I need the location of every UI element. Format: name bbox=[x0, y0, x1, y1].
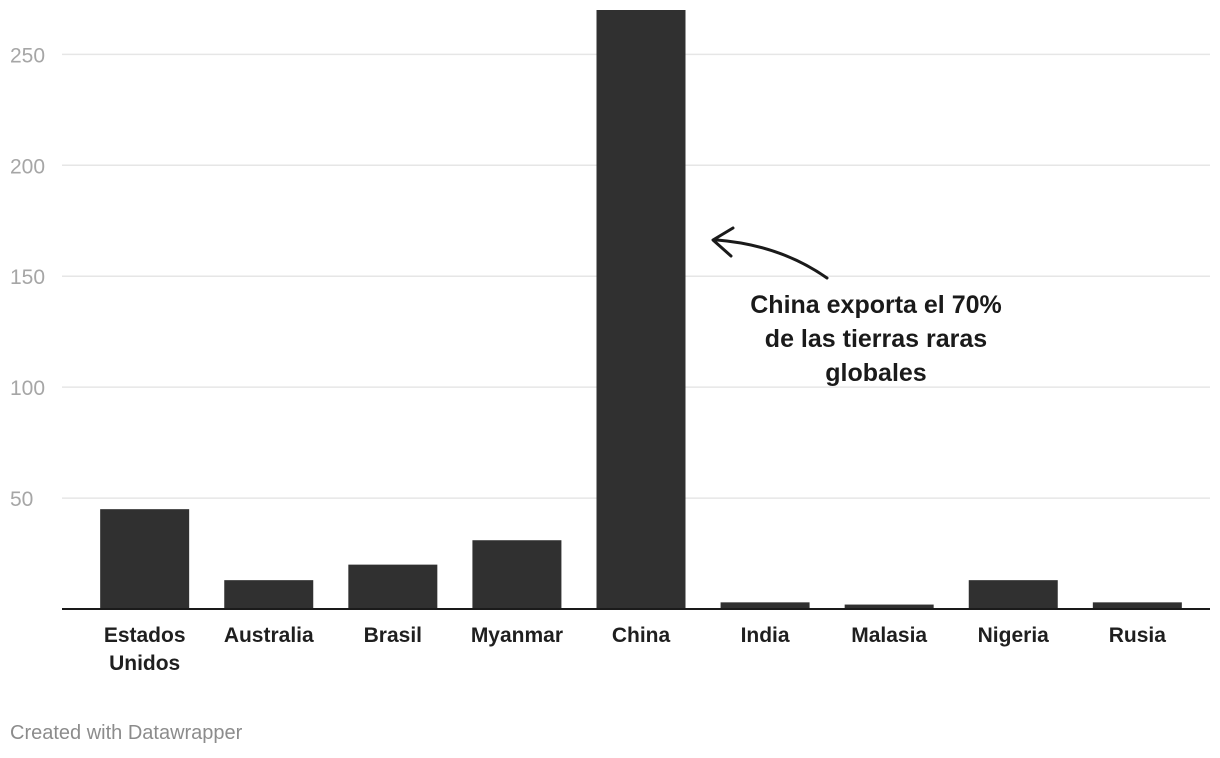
x-category-label: China bbox=[612, 624, 671, 647]
y-tick-label: 150 bbox=[10, 266, 45, 289]
bar-india bbox=[720, 602, 810, 609]
x-axis-category-labels: Estados Unidos Australia Brasil Myanmar China… bbox=[104, 624, 1166, 675]
x-category-label: Rusia bbox=[1109, 624, 1167, 647]
bar-rusia bbox=[1092, 602, 1182, 609]
x-category-label: Brasil bbox=[364, 624, 422, 647]
bar-estados-unidos bbox=[100, 509, 190, 609]
y-tick-label: 200 bbox=[10, 155, 45, 178]
bar-china bbox=[596, 10, 686, 609]
annotation-line-3: globales bbox=[825, 359, 926, 387]
y-tick-label: 100 bbox=[10, 377, 45, 400]
x-category-label: Australia bbox=[224, 624, 314, 647]
bar-malasia bbox=[844, 604, 934, 609]
y-tick-label: 250 bbox=[10, 44, 45, 67]
annotation-line-2: de las tierras raras bbox=[765, 325, 987, 353]
x-category-label: India bbox=[741, 624, 790, 647]
bar-chart: 50 100 150 200 250 Estados Unidos Australia Bra… bbox=[10, 10, 1210, 675]
bar-nigeria bbox=[968, 580, 1058, 609]
footer-credit: Created with Datawrapper bbox=[10, 722, 243, 744]
y-tick-label: 50 bbox=[10, 488, 33, 511]
bar-australia bbox=[224, 580, 314, 609]
x-category-label: Estados bbox=[104, 624, 186, 647]
annotation: China exporta el 70% de las tierras rara… bbox=[711, 226, 1002, 387]
annotation-arrow bbox=[715, 238, 829, 280]
bars bbox=[100, 10, 1182, 609]
bar-brasil bbox=[348, 564, 438, 609]
x-category-label: Nigeria bbox=[978, 624, 1050, 647]
annotation-arrowhead bbox=[711, 226, 735, 258]
y-axis-tick-labels: 50 100 150 200 250 bbox=[10, 44, 45, 511]
annotation-line-1: China exporta el 70% bbox=[750, 291, 1001, 319]
x-category-label: Myanmar bbox=[471, 624, 563, 647]
x-category-label: Unidos bbox=[109, 652, 180, 675]
x-category-label: Malasia bbox=[851, 624, 927, 647]
bar-myanmar bbox=[472, 540, 562, 609]
